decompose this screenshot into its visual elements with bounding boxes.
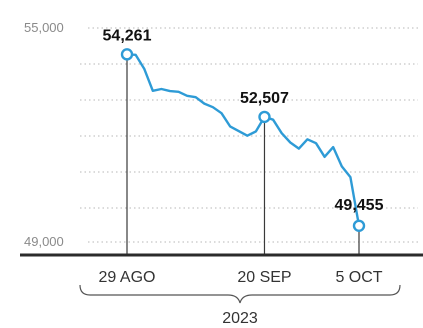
markers [120, 48, 366, 232]
x-tick-label: 5 OCT [335, 269, 382, 286]
gridlines [80, 27, 418, 243]
data-labels: 54,261 52,507 49,455 [103, 27, 384, 213]
y-tick-label-top: 55,000 [24, 20, 64, 35]
data-value-label: 49,455 [335, 197, 384, 214]
y-tick-label-bottom: 49,000 [24, 234, 64, 249]
data-value-label: 52,507 [240, 90, 289, 107]
x-tick-label: 29 AGO [99, 269, 156, 286]
data-point-marker [120, 48, 134, 61]
series-line [125, 53, 361, 227]
year-label: 2023 [222, 310, 258, 327]
x-tick-label: 20 SEP [237, 269, 291, 286]
data-point-marker [352, 219, 366, 232]
data-value-label: 54,261 [103, 27, 152, 44]
year-bracket [79, 284, 401, 304]
x-tick-labels: 29 AGO 20 SEP 5 OCT [99, 269, 383, 286]
data-point-marker [258, 110, 271, 124]
